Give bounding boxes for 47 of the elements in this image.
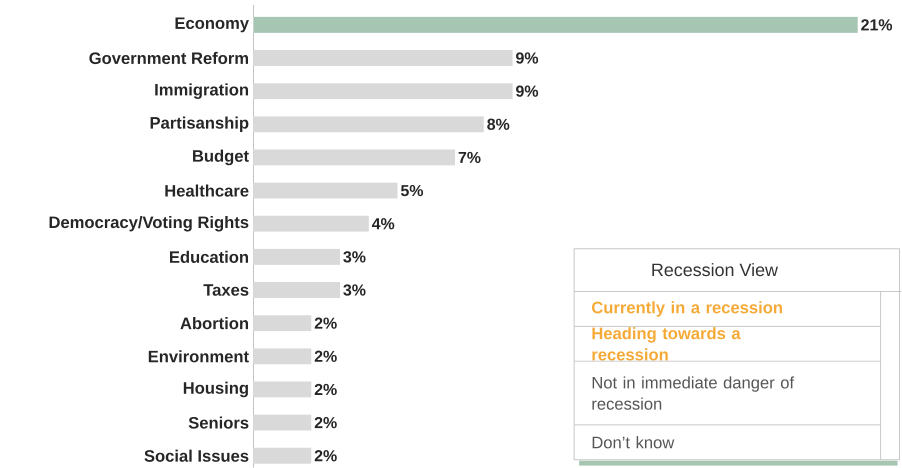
y-tick-label: Housing <box>184 382 248 398</box>
annotation: Currently in a recession <box>592 301 782 317</box>
annotation: Heading towards a recession <box>592 327 741 361</box>
data-label: 2% <box>314 318 337 329</box>
data-label: 9% <box>516 52 538 64</box>
y-tick-label: Taxes <box>203 284 248 296</box>
bar <box>254 16 858 33</box>
bar <box>254 248 340 265</box>
bar <box>254 150 456 166</box>
y-tick-label: Democracy/Voting Rights <box>50 216 248 232</box>
data-label: 3% <box>343 251 366 263</box>
y-tick-label: Economy <box>176 17 249 32</box>
y-tick-label: Healthcare <box>165 184 248 197</box>
y-tick-label: Immigration <box>155 83 248 99</box>
data-label: 9% <box>516 86 538 97</box>
data-label: 5% <box>400 185 424 196</box>
y-tick-label: Partisanship <box>150 116 248 132</box>
y-tick-label: Environment <box>148 350 249 362</box>
bar <box>254 448 312 464</box>
data-label: 3% <box>343 284 366 296</box>
data-label: 2% <box>314 350 337 362</box>
data-label: 21% <box>861 19 892 31</box>
data-label: 7% <box>458 152 481 164</box>
bar <box>254 348 312 364</box>
bar <box>254 83 513 100</box>
bar <box>254 382 312 398</box>
bar <box>254 414 312 431</box>
bar <box>254 216 369 232</box>
bar <box>254 116 484 132</box>
data-label: 2% <box>314 417 337 428</box>
data-label: 4% <box>372 218 394 230</box>
data-label: 2% <box>314 384 337 396</box>
bar <box>254 282 340 298</box>
y-tick-label: Budget <box>193 150 249 166</box>
y-tick-label: Government Reform <box>89 52 248 64</box>
text: Recession View <box>652 263 778 276</box>
data-label: 2% <box>314 450 337 462</box>
data-label: 8% <box>487 118 510 130</box>
bar <box>254 50 513 66</box>
y-tick-label: Education <box>170 250 248 263</box>
y-tick-label: Social Issues <box>144 450 248 462</box>
bar <box>254 182 398 199</box>
y-tick-label: Abortion <box>180 317 248 330</box>
annotation: Not in immediate danger of recession <box>592 376 794 410</box>
y-tick-label: Seniors <box>188 416 248 429</box>
annotation: Don’t know <box>592 436 674 448</box>
bar <box>254 315 312 332</box>
